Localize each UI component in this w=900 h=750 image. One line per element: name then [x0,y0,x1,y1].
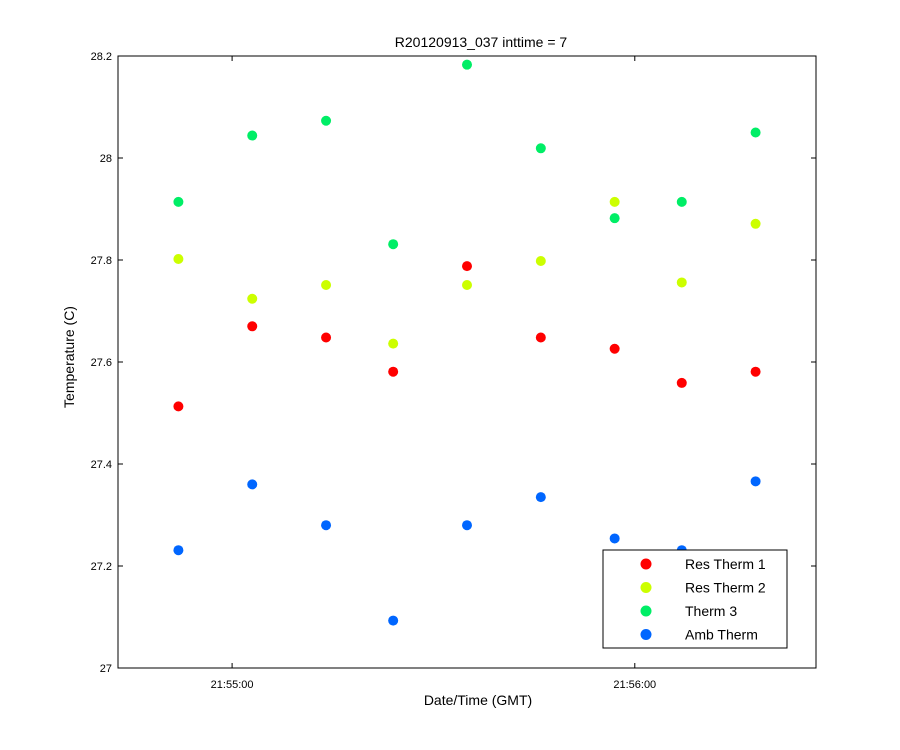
point-res-therm-1 [750,366,761,377]
x-tick-label: 21:56:00 [613,679,656,691]
y-axis-label: Temperature (C) [61,306,77,408]
point-therm-3 [462,59,472,70]
point-amb-therm [535,492,546,503]
x-tick-label: 21:55:00 [211,679,254,691]
point-res-therm-1 [535,332,546,343]
y-tick-label: 27.6 [91,357,112,369]
point-res-therm-1 [462,261,472,272]
point-therm-3 [535,143,546,154]
point-therm-3 [388,239,399,250]
legend-box [602,549,788,649]
point-therm-3 [321,115,332,126]
point-amb-therm [750,476,761,487]
point-amb-therm [247,479,258,490]
y-tick-label: 28 [100,153,112,165]
legend-marker-therm-3 [640,605,652,617]
y-tick-label: 27.4 [91,459,112,471]
x-axis: 21:55:00 21:56:00 [211,56,656,691]
legend-marker-res-therm-2 [640,582,652,593]
point-res-therm-1 [609,343,620,354]
point-amb-therm [462,520,472,531]
point-res-therm-2 [321,279,332,290]
point-amb-therm [609,533,620,544]
point-res-therm-2 [388,338,399,349]
y-tick-label: 28.2 [91,51,112,63]
legend-label-res-therm-1: Res Therm 1 [685,556,766,572]
data-points [173,59,761,626]
point-res-therm-2 [462,279,472,290]
point-res-therm-2 [535,256,546,267]
chart-title: R20120913_037 inttime = 7 [395,34,568,50]
point-therm-3 [676,196,687,207]
point-res-therm-1 [321,332,332,343]
point-therm-3 [609,213,620,224]
y-tick-label: 27.8 [91,255,112,267]
point-res-therm-1 [173,401,184,412]
y-tick-label: 27.2 [91,561,112,573]
point-amb-therm [321,520,332,531]
legend-marker-amb-therm [640,629,652,640]
point-amb-therm [173,545,184,556]
point-res-therm-2 [750,218,761,229]
y-tick-label: 27 [100,663,112,675]
legend-label-res-therm-2: Res Therm 2 [685,580,766,596]
legend-label-amb-therm: Amb Therm [685,627,758,643]
y-axis: 27 27.2 27.4 27.6 27.8 28 28.2 [91,51,816,675]
legend: Res Therm 1 Res Therm 2 Therm 3 Amb Therm [602,549,788,649]
point-therm-3 [750,127,761,138]
point-res-therm-2 [247,293,258,304]
point-res-therm-1 [676,377,687,388]
point-res-therm-1 [247,321,258,332]
legend-marker-res-therm-1 [640,558,652,570]
point-res-therm-2 [173,253,184,264]
point-res-therm-2 [676,277,687,288]
point-res-therm-2 [609,196,620,207]
point-res-therm-1 [388,366,399,377]
legend-label-therm-3: Therm 3 [685,603,737,619]
point-therm-3 [173,196,184,207]
point-therm-3 [247,130,258,141]
point-amb-therm [388,615,399,626]
x-axis-label: Date/Time (GMT) [424,692,532,708]
